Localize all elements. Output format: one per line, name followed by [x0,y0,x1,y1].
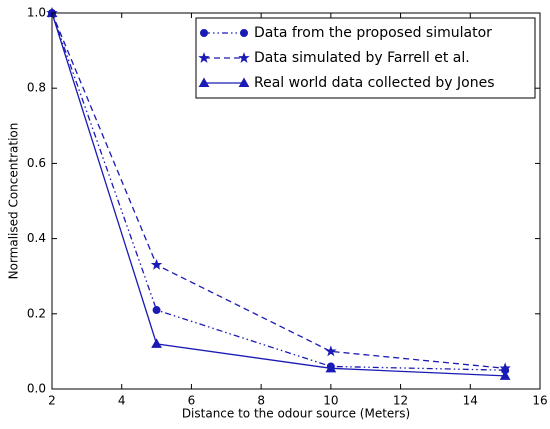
x-tick-label: 6 [188,394,196,408]
data-line [51,12,506,377]
data-point [150,258,163,270]
y-tick-label: 1.0 [27,6,46,20]
legend-label: Real world data collected by Jones [254,75,495,91]
legend-label: Data simulated by Farrell et al. [254,50,470,66]
plot-frame [51,12,541,390]
legend-marker [240,29,248,37]
y-tick-label: 0.4 [27,231,46,245]
legend-marker [200,29,208,37]
x-tick-label: 4 [118,394,126,408]
data-point [499,370,511,380]
y-tick-label: 0.0 [27,382,46,396]
data-point [152,306,161,315]
data-line [51,12,506,371]
legend-marker [238,77,250,87]
x-tick-label: 16 [532,394,547,408]
y-tick-label: 0.6 [27,156,46,170]
x-tick-label: 14 [463,394,478,408]
legend-marker [238,51,250,63]
x-axis-label: Distance to the odour source (Meters) [182,407,410,421]
data-point [151,338,162,348]
legend: Data from the proposed simulator Data sim… [195,17,536,99]
x-tick-label: 2 [48,394,56,408]
x-tick-label: 8 [257,394,265,408]
y-tick-label: 0.2 [27,306,46,320]
legend-marker [198,77,210,87]
data-point [499,362,511,374]
y-tick-label: 0.8 [27,81,46,95]
legend-label: Data from the proposed simulator [254,25,492,41]
y-axis-label: Normalised Concentration [7,123,21,280]
x-tick-label: 10 [323,394,338,408]
legend-marker [198,51,210,63]
legend-box [195,17,536,99]
data-point [325,362,337,373]
x-tick-label: 12 [393,394,408,408]
data-line [51,12,506,369]
data-point [325,345,337,357]
